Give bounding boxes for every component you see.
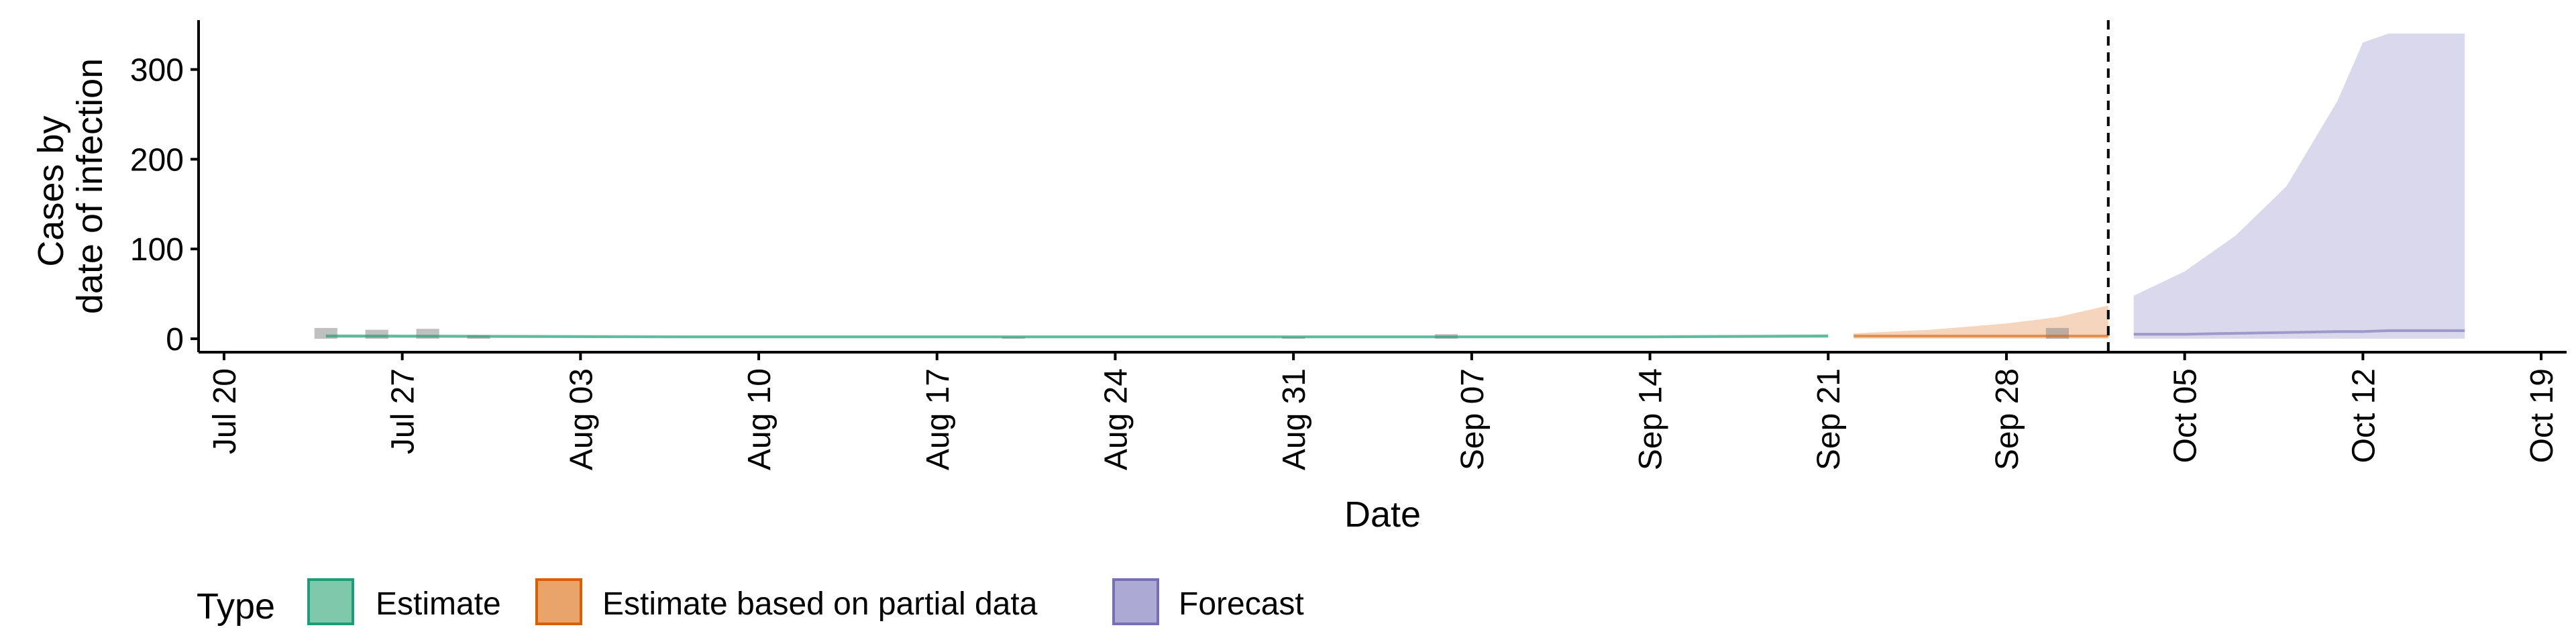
x-tick-label: Aug 24 [1099,368,1134,470]
x-tick-label: Jul 27 [386,368,421,454]
x-tick-label: Aug 31 [1277,368,1312,470]
legend-title: Type [197,586,275,627]
y-tick-label: 300 [130,53,184,89]
x-tick-label: Aug 17 [920,368,956,470]
y-axis-title: Cases by date of infection [31,58,110,314]
median-line-forecast [2133,329,2465,336]
legend-items: Estimate Estimate based on partial data Fo… [307,578,1304,625]
median-lines-layer [325,329,2465,339]
y-tick-label: 0 [166,322,184,358]
x-tick-label: Oct 12 [2346,368,2381,463]
legend-key-forecast [1112,578,1159,625]
legend: Type Estimate Estimate based on partial d… [197,578,1304,627]
legend-label: Forecast [1179,586,1304,622]
ribbon-estimate-based-on-partial-data [1854,305,2108,339]
ribbons-layer [325,34,2465,339]
x-tick-label: Oct 19 [2524,368,2560,463]
x-tick-label: Aug 10 [742,368,777,470]
legend-key-estimate [307,578,354,625]
y-tick-label: 100 [130,232,184,268]
x-tick-label: Sep 07 [1455,368,1491,470]
x-tick-label: Sep 28 [1990,368,2025,470]
legend-label: Estimate based on partial data [602,586,1038,622]
y-axis-title-line-1: Cases by [31,115,71,266]
legend-key-estimate-based-on-partial-data [535,578,582,625]
ribbon-forecast [2133,34,2465,339]
x-tick-label: Sep 14 [1633,368,1669,470]
y-tick-label: 200 [130,142,184,178]
x-axis-ticks: Jul 20 Jul 27 Aug 03 Aug 10 Aug 17 Aug 24 Aug … [207,352,2560,470]
x-tick-label: Oct 05 [2168,368,2204,463]
x-tick-label: Jul 20 [207,368,243,454]
median-line-estimate [325,334,1829,339]
x-axis-title: Date [1344,494,1421,535]
x-tick-label: Aug 03 [564,368,599,470]
y-axis-title-line-2: date of infection [70,58,110,314]
y-axis-ticks: 0 100 200 300 [130,53,199,358]
legend-label: Estimate [376,586,501,622]
x-tick-label: Sep 21 [1811,368,1847,470]
